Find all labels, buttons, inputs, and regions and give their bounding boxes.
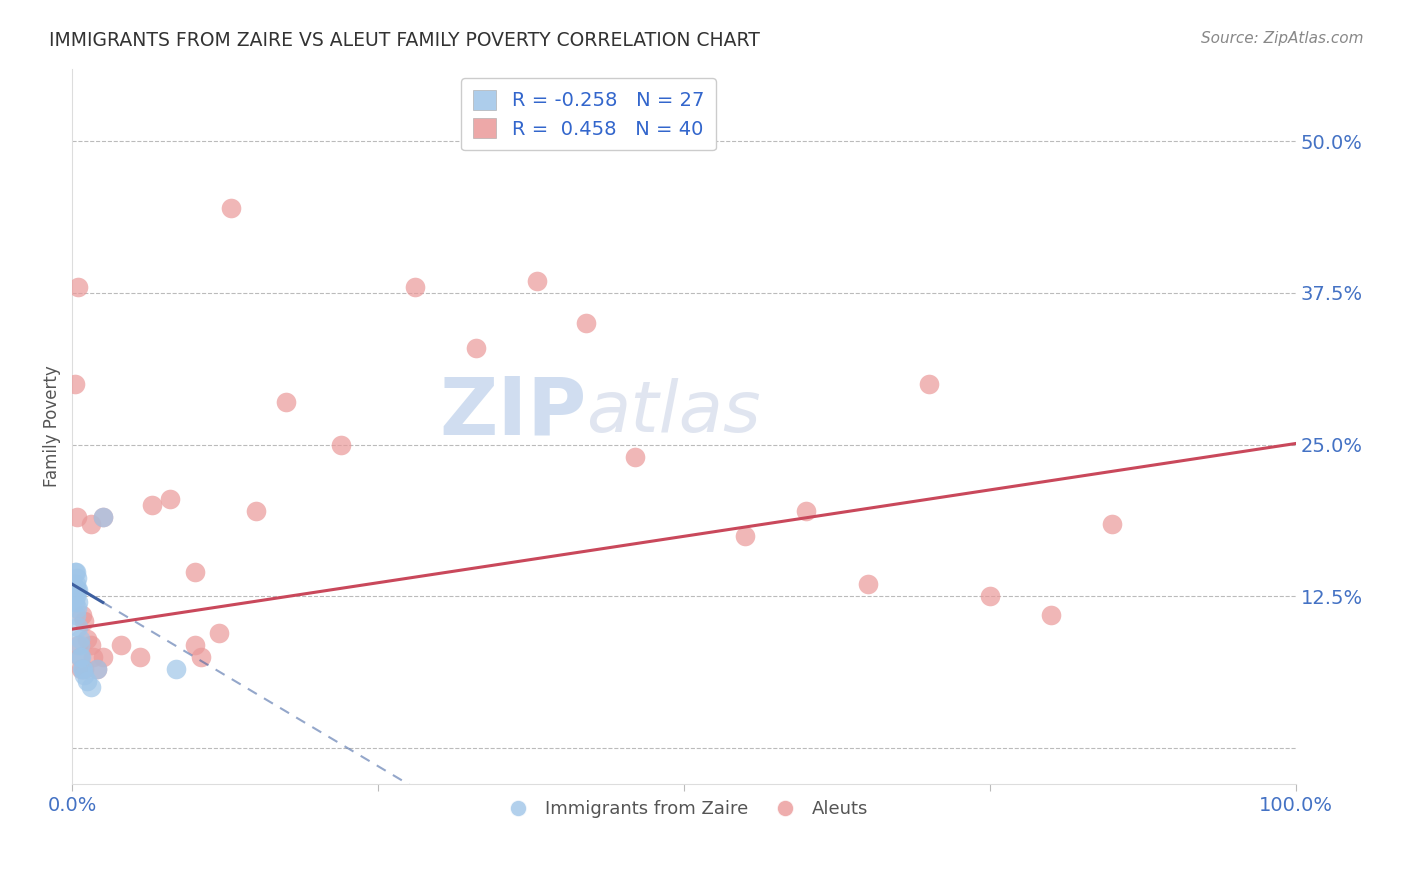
Point — [575, 316, 598, 330]
Point — [86, 662, 108, 676]
Point — [1101, 516, 1123, 531]
Point — [159, 492, 181, 507]
Point — [63, 376, 86, 391]
Point — [190, 650, 212, 665]
Point — [62, 590, 84, 604]
Point — [63, 595, 86, 609]
Point — [63, 565, 86, 579]
Point — [67, 620, 90, 634]
Point — [404, 280, 426, 294]
Point — [979, 590, 1001, 604]
Point — [65, 565, 87, 579]
Point — [624, 450, 647, 464]
Point — [65, 590, 87, 604]
Point — [69, 638, 91, 652]
Text: IMMIGRANTS FROM ZAIRE VS ALEUT FAMILY POVERTY CORRELATION CHART: IMMIGRANTS FROM ZAIRE VS ALEUT FAMILY PO… — [49, 31, 761, 50]
Point — [65, 607, 87, 622]
Point — [66, 510, 89, 524]
Point — [86, 662, 108, 676]
Point — [70, 662, 93, 676]
Point — [69, 650, 91, 665]
Point — [73, 662, 96, 676]
Point — [67, 280, 90, 294]
Point — [73, 614, 96, 628]
Text: atlas: atlas — [586, 377, 761, 447]
Point — [918, 376, 941, 391]
Point — [79, 638, 101, 652]
Point — [734, 529, 756, 543]
Point — [330, 438, 353, 452]
Point — [141, 499, 163, 513]
Point — [221, 201, 243, 215]
Point — [67, 583, 90, 598]
Point — [165, 662, 187, 676]
Point — [526, 274, 548, 288]
Point — [856, 577, 879, 591]
Legend: Immigrants from Zaire, Aleuts: Immigrants from Zaire, Aleuts — [494, 793, 876, 825]
Point — [72, 662, 94, 676]
Point — [76, 632, 98, 646]
Point — [91, 510, 114, 524]
Point — [67, 595, 90, 609]
Point — [79, 516, 101, 531]
Point — [73, 668, 96, 682]
Point — [208, 625, 231, 640]
Point — [65, 577, 87, 591]
Point — [69, 632, 91, 646]
Point — [62, 577, 84, 591]
Point — [1040, 607, 1063, 622]
Point — [276, 395, 298, 409]
Point — [465, 341, 488, 355]
Point — [183, 565, 205, 579]
Point — [110, 638, 132, 652]
Point — [82, 650, 104, 665]
Point — [66, 571, 89, 585]
Text: Source: ZipAtlas.com: Source: ZipAtlas.com — [1201, 31, 1364, 46]
Point — [70, 607, 93, 622]
Point — [76, 674, 98, 689]
Point — [91, 510, 114, 524]
Point — [796, 504, 818, 518]
Point — [63, 583, 86, 598]
Point — [69, 662, 91, 676]
Point — [128, 650, 150, 665]
Point — [69, 650, 91, 665]
Point — [183, 638, 205, 652]
Text: ZIP: ZIP — [439, 373, 586, 451]
Point — [79, 681, 101, 695]
Point — [245, 504, 267, 518]
Point — [69, 650, 91, 665]
Y-axis label: Family Poverty: Family Poverty — [44, 366, 60, 487]
Point — [66, 601, 89, 615]
Point — [67, 638, 90, 652]
Point — [66, 583, 89, 598]
Point — [91, 650, 114, 665]
